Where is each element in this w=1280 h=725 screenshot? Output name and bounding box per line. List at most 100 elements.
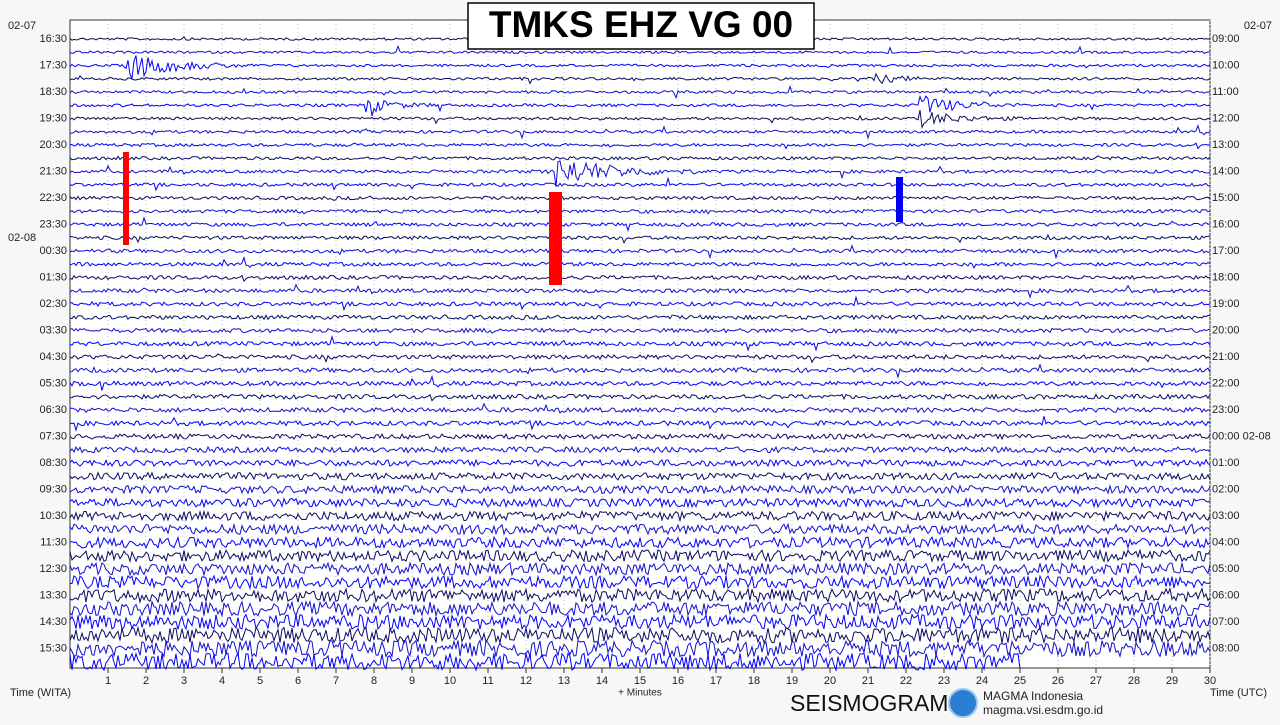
- chart-title: TMKS EHZ VG 00: [489, 4, 793, 45]
- left-time-label: 17:30: [39, 59, 67, 71]
- waveform: [69, 176, 1210, 192]
- right-time-label: 07:00: [1212, 616, 1240, 628]
- waveform: [69, 160, 1211, 187]
- brand: SEISMOGRAM: [790, 690, 948, 716]
- x-tick-label: 19: [786, 675, 798, 687]
- x-tick-label: 1: [105, 675, 111, 687]
- right-time-label: 06:00: [1212, 589, 1240, 601]
- right-time-label: 05:00: [1212, 563, 1240, 575]
- waveform: [69, 94, 1211, 117]
- clip-marker: [123, 152, 129, 245]
- waveform: [69, 353, 1211, 364]
- right-time-label: 03:00: [1212, 510, 1240, 522]
- right-axis-label: Time (UTC): [1210, 687, 1267, 699]
- x-tick-label: 29: [1166, 675, 1178, 687]
- left-time-label: 21:30: [39, 165, 67, 177]
- waveform: [69, 612, 1211, 631]
- waveform: [69, 155, 1211, 161]
- waveform: [69, 416, 1211, 433]
- left-time-label: 18:30: [39, 86, 67, 98]
- x-tick-label: 5: [257, 675, 263, 687]
- title-box: [467, 2, 815, 50]
- right-time-label: 14:00: [1212, 165, 1240, 177]
- x-tick-label: 12: [520, 675, 532, 687]
- waveform: [69, 522, 1211, 536]
- event-marker: [896, 177, 903, 222]
- left-time-label: 02:30: [39, 298, 67, 310]
- waveform: [69, 335, 1211, 352]
- x-tick-label: 10: [444, 675, 456, 687]
- right-time-label: 00:00 02-08: [1212, 430, 1271, 442]
- right-time-label: 15:00: [1212, 192, 1240, 204]
- left-time-label: 08:30: [39, 457, 67, 469]
- waveform: [69, 363, 1211, 379]
- x-tick-label: 7: [333, 675, 339, 687]
- waveform: [69, 274, 1211, 283]
- right-time-label: 18:00: [1212, 271, 1240, 283]
- x-tick-label: 27: [1090, 675, 1102, 687]
- clip-marker: [549, 192, 562, 285]
- left-time-label: 20:30: [39, 139, 67, 151]
- x-tick-label: 15: [634, 675, 646, 687]
- waveform: [69, 509, 1211, 523]
- x-tick-label: 6: [295, 675, 301, 687]
- right-time-label: 04:00: [1212, 536, 1240, 548]
- x-tick-label: 17: [710, 675, 722, 687]
- logo: [948, 688, 978, 718]
- left-time-label: 13:30: [39, 589, 67, 601]
- waveform: [69, 84, 1211, 100]
- left-time-label: 10:30: [39, 510, 67, 522]
- x-tick-label: 25: [1014, 675, 1026, 687]
- x-tick-label: 4: [219, 675, 225, 687]
- right-time-label: 01:00: [1212, 457, 1240, 469]
- waveform: [69, 535, 1211, 550]
- right-time-label: 02:00: [1212, 483, 1240, 495]
- right-time-label: 08:00: [1212, 642, 1240, 654]
- right-time-label: 09:00: [1212, 33, 1240, 45]
- waveform: [69, 458, 1211, 468]
- x-tick-label: 16: [672, 675, 684, 687]
- waveform: [69, 314, 1211, 321]
- left-time-label: 16:30: [39, 33, 67, 45]
- waveform: [69, 548, 1211, 564]
- waveform: [69, 233, 1211, 244]
- x-tick-label: 22: [900, 675, 912, 687]
- waveform: [69, 599, 1211, 618]
- x-tick-label: 13: [558, 675, 570, 687]
- x-tick-label: 20: [824, 675, 836, 687]
- waveform: [69, 561, 1211, 577]
- x-axis-label: + Minutes: [618, 688, 662, 699]
- waveform: [69, 574, 1211, 591]
- waveform: [69, 496, 1211, 509]
- left-time-label: 11:30: [40, 536, 67, 548]
- waveform: [69, 374, 1211, 391]
- x-tick-label: 28: [1128, 675, 1140, 687]
- left-time-label: 07:30: [39, 430, 67, 442]
- waveform: [69, 109, 1211, 129]
- left-time-label: 19:30: [39, 112, 67, 124]
- waveform: [69, 651, 1021, 673]
- waveform: [69, 256, 1211, 269]
- waveform: [69, 283, 1211, 300]
- waveform: [69, 402, 1211, 414]
- right-time-label: 23:00: [1212, 404, 1240, 416]
- waveform: [69, 44, 1211, 55]
- x-tick-label: 24: [976, 675, 988, 687]
- right-time-label: 13:00: [1212, 139, 1240, 151]
- waveform: [69, 625, 1211, 645]
- waveform: [69, 72, 1211, 85]
- left-time-label: 09:30: [39, 483, 67, 495]
- left-time-label: 14:30: [39, 616, 67, 628]
- right-time-label: 22:00: [1212, 377, 1240, 389]
- waveform: [69, 638, 1211, 659]
- right-time-label: 11:00: [1212, 86, 1239, 98]
- left-time-label: 04:30: [39, 351, 67, 363]
- waveform: [69, 471, 1211, 481]
- right-time-label: 10:00: [1212, 59, 1240, 71]
- x-tick-label: 8: [371, 675, 377, 687]
- x-tick-label: 3: [181, 675, 187, 687]
- left-time-label: 01:30: [39, 271, 67, 283]
- left-axis-label: Time (WITA): [10, 687, 71, 699]
- waveform: [69, 432, 1211, 441]
